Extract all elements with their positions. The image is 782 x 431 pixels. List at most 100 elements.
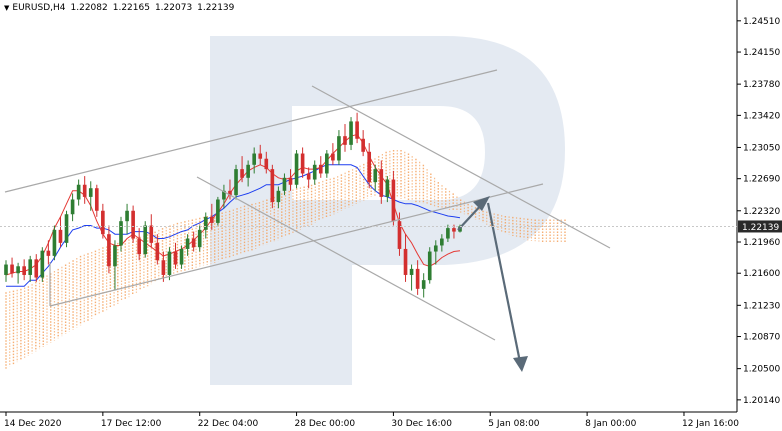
candle — [234, 164, 238, 200]
x-tick-label: 22 Dec 04:00 — [198, 419, 259, 429]
candle — [421, 273, 426, 298]
y-tick-label: 1.22320 — [743, 207, 780, 217]
candle — [149, 214, 154, 248]
x-tick-label: 17 Dec 12:00 — [101, 419, 162, 429]
candle — [427, 247, 432, 284]
x-tick-label: 5 Jan 08:00 — [488, 419, 540, 429]
y-tick-label: 1.24510 — [743, 17, 780, 27]
candle — [161, 251, 166, 282]
forecast-arrow-down-head — [513, 356, 528, 372]
candle — [143, 221, 148, 258]
close-value: 1.22139 — [197, 3, 235, 13]
watermark-logo — [210, 36, 565, 385]
candle — [391, 170, 396, 226]
candle — [228, 179, 232, 200]
symbol-label: EURUSD,H4 — [12, 3, 66, 13]
candle — [22, 259, 26, 281]
x-tick-label: 12 Jan 16:00 — [682, 419, 739, 429]
high-value: 1.22165 — [112, 3, 150, 13]
candle — [4, 260, 8, 282]
dropdown-triangle-icon[interactable]: ▼ — [4, 4, 10, 12]
open-value: 1.22082 — [70, 3, 108, 13]
candle — [179, 245, 184, 269]
x-tick-label: 30 Dec 16:00 — [391, 419, 452, 429]
y-tick-label: 1.23780 — [743, 80, 780, 90]
candle — [40, 247, 45, 282]
current-price-text: 1.22139 — [742, 223, 779, 233]
tenkan-line — [5, 133, 461, 276]
y-tick-label: 1.22690 — [743, 175, 780, 185]
forecast-arrow-up-head — [473, 196, 490, 211]
chart-title-bar: ▼ EURUSD,H4 1.22082 1.22165 1.22073 1.22139 — [4, 3, 239, 13]
candle — [58, 216, 63, 248]
candle — [276, 186, 281, 209]
candle — [446, 224, 450, 242]
trend-drawings — [4, 69, 611, 372]
y-tick-label: 1.21230 — [743, 301, 780, 311]
x-axis-ticks: 14 Dec 2020 17 Dec 12:00 22 Dec 04:00 28 De… — [4, 412, 739, 429]
candle — [282, 173, 287, 196]
candle — [216, 196, 220, 226]
candle — [185, 234, 190, 256]
candle — [258, 144, 263, 165]
candles — [4, 112, 462, 298]
candle — [240, 156, 244, 183]
candle — [288, 169, 293, 191]
candle — [155, 234, 160, 265]
candle — [403, 234, 408, 282]
candle — [270, 164, 275, 209]
candle — [349, 117, 353, 151]
y-tick-label: 1.21960 — [743, 238, 780, 248]
candle — [113, 240, 117, 291]
candle — [70, 193, 75, 222]
candle — [191, 231, 196, 252]
candle — [52, 225, 57, 261]
candle — [385, 176, 390, 203]
candle — [306, 167, 311, 189]
candle — [197, 225, 202, 252]
candle — [440, 234, 444, 252]
candle — [300, 147, 305, 178]
candle — [125, 203, 129, 235]
candle — [246, 160, 250, 187]
candle — [137, 228, 141, 261]
candle — [10, 257, 14, 278]
candle — [173, 242, 178, 269]
down-channel-lower-line[interactable] — [196, 176, 496, 341]
x-tick-label: 14 Dec 2020 — [4, 419, 62, 429]
y-tick-label: 1.21600 — [743, 269, 780, 279]
candle — [252, 147, 257, 174]
candle — [209, 203, 214, 230]
channel-lower-line[interactable] — [49, 183, 544, 307]
candle — [46, 240, 51, 265]
candle — [318, 156, 323, 178]
forecast-arrow-down — [486, 202, 522, 363]
candle — [312, 160, 317, 185]
y-tick-label: 1.20140 — [743, 396, 780, 406]
candle — [373, 164, 378, 191]
candle — [294, 150, 299, 189]
candle — [325, 150, 329, 178]
channel-upper-line[interactable] — [4, 69, 498, 193]
candle — [379, 160, 384, 204]
candle — [94, 184, 99, 217]
candle — [433, 240, 438, 265]
y-tick-label: 1.20870 — [743, 333, 780, 343]
candle — [64, 210, 69, 248]
candle — [131, 205, 135, 243]
low-value: 1.22073 — [154, 3, 193, 13]
candle — [16, 262, 20, 284]
x-tick-label: 8 Jan 00:00 — [585, 419, 637, 429]
candle — [76, 179, 81, 206]
candle — [409, 264, 414, 291]
candle — [367, 143, 372, 189]
candle — [361, 130, 365, 157]
down-channel-upper-line[interactable] — [311, 85, 611, 249]
candle — [337, 130, 341, 165]
y-tick-label: 1.20500 — [743, 365, 780, 375]
candle — [34, 254, 39, 282]
candle — [264, 151, 269, 174]
